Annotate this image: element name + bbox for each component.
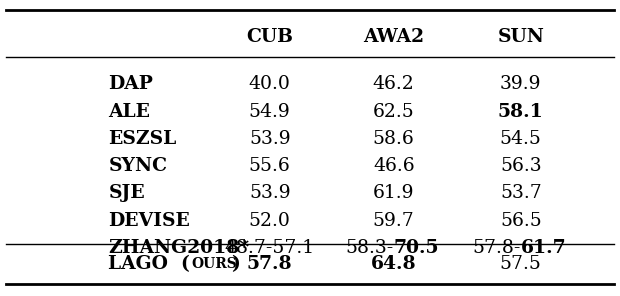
Text: 54.9: 54.9 — [249, 103, 291, 120]
Text: SUN: SUN — [497, 28, 544, 46]
Text: CUB: CUB — [246, 28, 293, 46]
Text: (: ( — [180, 255, 188, 273]
Text: 52.0: 52.0 — [249, 212, 291, 229]
Text: SJE: SJE — [108, 184, 145, 202]
Text: 57.8: 57.8 — [247, 255, 293, 273]
Text: 57.8-: 57.8- — [472, 239, 521, 257]
Text: 53.9: 53.9 — [249, 130, 291, 148]
Text: ALE: ALE — [108, 103, 151, 120]
Text: 48.7-57.1: 48.7-57.1 — [224, 239, 315, 257]
Text: 53.7: 53.7 — [500, 184, 542, 202]
Text: DAP: DAP — [108, 75, 153, 93]
Text: 58.3-: 58.3- — [345, 239, 394, 257]
Text: ESZSL: ESZSL — [108, 130, 177, 148]
Text: OURS: OURS — [191, 257, 237, 271]
Text: 61.7: 61.7 — [521, 239, 567, 257]
Text: 62.5: 62.5 — [373, 103, 415, 120]
Text: 59.7: 59.7 — [373, 212, 415, 229]
Text: 55.6: 55.6 — [249, 157, 291, 175]
Text: 40.0: 40.0 — [249, 75, 291, 93]
Text: 58.6: 58.6 — [373, 130, 415, 148]
Text: 58.1: 58.1 — [498, 103, 544, 120]
Text: AWA2: AWA2 — [363, 28, 424, 46]
Text: 56.3: 56.3 — [500, 157, 542, 175]
Text: 56.5: 56.5 — [500, 212, 542, 229]
Text: 70.5: 70.5 — [394, 239, 439, 257]
Text: DEVISE: DEVISE — [108, 212, 190, 229]
Text: 64.8: 64.8 — [371, 255, 417, 273]
Text: LAGO: LAGO — [108, 255, 175, 273]
Text: 57.5: 57.5 — [500, 255, 542, 273]
Text: 39.9: 39.9 — [500, 75, 541, 93]
Text: 54.5: 54.5 — [500, 130, 542, 148]
Text: ): ) — [231, 255, 240, 273]
Text: ZHANG2018*: ZHANG2018* — [108, 239, 250, 257]
Text: 53.9: 53.9 — [249, 184, 291, 202]
Text: SYNC: SYNC — [108, 157, 167, 175]
Text: 46.6: 46.6 — [373, 157, 415, 175]
Text: 61.9: 61.9 — [373, 184, 414, 202]
Text: 46.2: 46.2 — [373, 75, 415, 93]
